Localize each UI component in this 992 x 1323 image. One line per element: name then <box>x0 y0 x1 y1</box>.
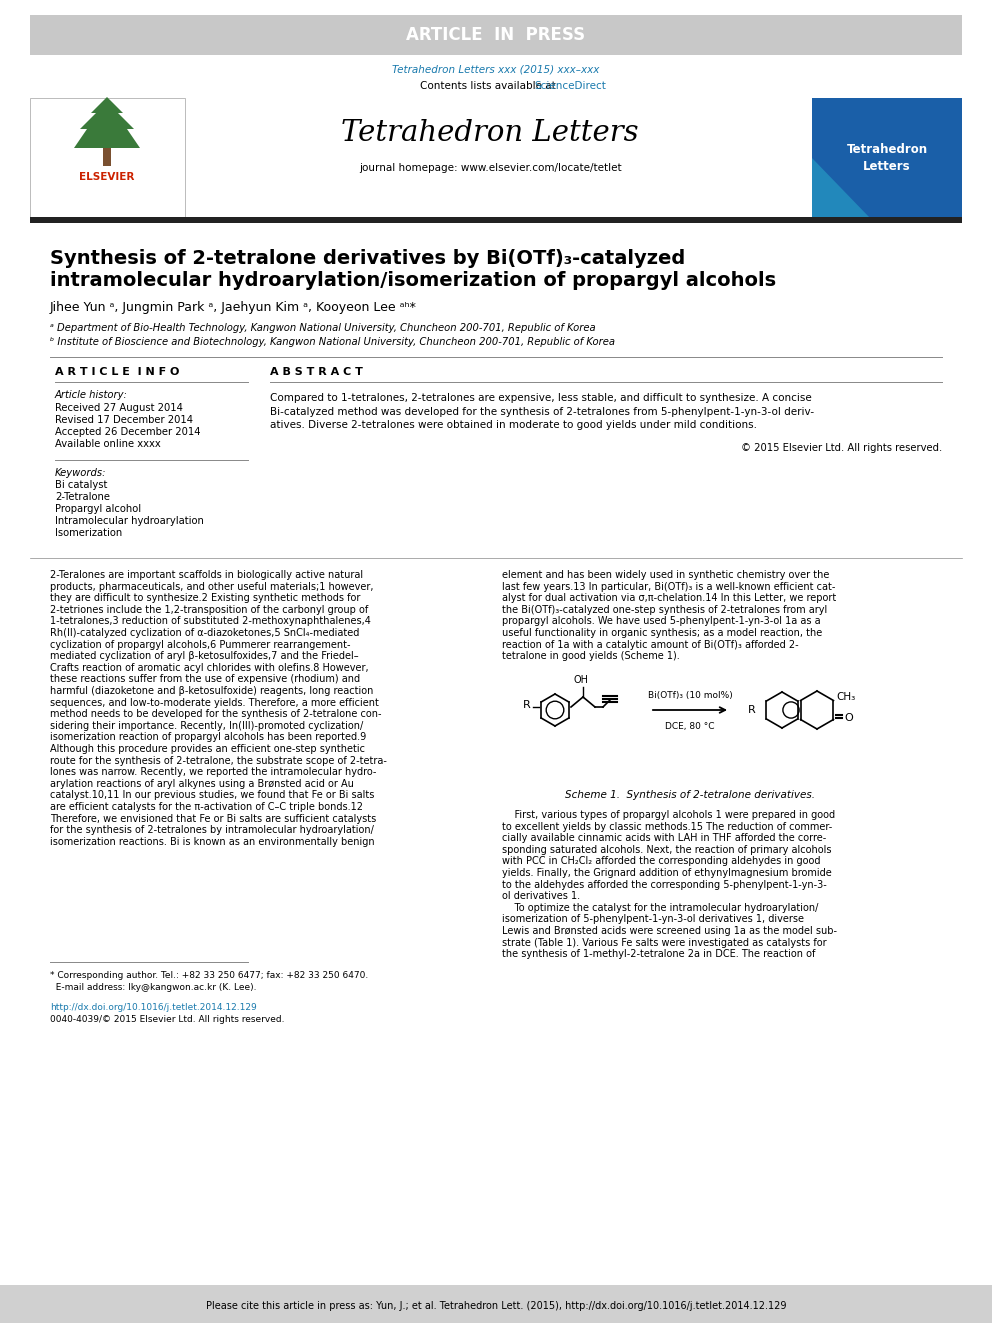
Text: journal homepage: www.elsevier.com/locate/tetlet: journal homepage: www.elsevier.com/locat… <box>359 163 621 173</box>
Text: First, various types of propargyl alcohols 1 were prepared in good: First, various types of propargyl alcoho… <box>502 810 835 820</box>
Text: sequences, and low-to-moderate yields. Therefore, a more efficient: sequences, and low-to-moderate yields. T… <box>50 697 379 708</box>
Text: Keywords:: Keywords: <box>55 468 106 478</box>
Text: Bi(OTf)₃ (10 mol%): Bi(OTf)₃ (10 mol%) <box>648 691 732 700</box>
Text: yields. Finally, the Grignard addition of ethynylmagnesium bromide: yields. Finally, the Grignard addition o… <box>502 868 831 878</box>
Text: with PCC in CH₂Cl₂ afforded the corresponding aldehydes in good: with PCC in CH₂Cl₂ afforded the correspo… <box>502 856 820 867</box>
Text: Propargyl alcohol: Propargyl alcohol <box>55 504 141 515</box>
Text: mediated cyclization of aryl β-ketosulfoxides,7 and the Friedel–: mediated cyclization of aryl β-ketosulfo… <box>50 651 359 662</box>
Text: OH: OH <box>573 675 588 685</box>
Text: these reactions suffer from the use of expensive (rhodium) and: these reactions suffer from the use of e… <box>50 675 360 684</box>
Bar <box>812 98 962 218</box>
Text: useful functionality in organic synthesis; as a model reaction, the: useful functionality in organic synthesi… <box>502 628 822 638</box>
Text: Rh(II)-catalyzed cyclization of α-diazoketones,5 SnCl₄-mediated: Rh(II)-catalyzed cyclization of α-diazok… <box>50 628 359 638</box>
Text: A B S T R A C T: A B S T R A C T <box>270 366 363 377</box>
Text: 2-tetriones include the 1,2-transposition of the carbonyl group of: 2-tetriones include the 1,2-transpositio… <box>50 605 368 615</box>
Bar <box>30 217 962 224</box>
Text: Therefore, we envisioned that Fe or Bi salts are sufficient catalysts: Therefore, we envisioned that Fe or Bi s… <box>50 814 376 824</box>
Text: reaction of 1a with a catalytic amount of Bi(OTf)₃ afforded 2-: reaction of 1a with a catalytic amount o… <box>502 639 799 650</box>
Text: Although this procedure provides an efficient one-step synthetic: Although this procedure provides an effi… <box>50 744 365 754</box>
Text: 2-Teralones are important scaffolds in biologically active natural: 2-Teralones are important scaffolds in b… <box>50 570 363 579</box>
Text: Revised 17 December 2014: Revised 17 December 2014 <box>55 415 193 425</box>
Text: ARTICLE  IN  PRESS: ARTICLE IN PRESS <box>407 26 585 44</box>
Text: isomerization of 5-phenylpent-1-yn-3-ol derivatives 1, diverse: isomerization of 5-phenylpent-1-yn-3-ol … <box>502 914 804 925</box>
Text: Scheme 1.  Synthesis of 2-tetralone derivatives.: Scheme 1. Synthesis of 2-tetralone deriv… <box>565 790 815 800</box>
Text: ELSEVIER: ELSEVIER <box>79 172 135 183</box>
Text: propargyl alcohols. We have used 5-phenylpent-1-yn-3-ol 1a as a: propargyl alcohols. We have used 5-pheny… <box>502 617 820 626</box>
Text: sidering their importance. Recently, In(III)-promoted cyclization/: sidering their importance. Recently, In(… <box>50 721 363 730</box>
Text: element and has been widely used in synthetic chemistry over the: element and has been widely used in synt… <box>502 570 829 579</box>
Text: A R T I C L E  I N F O: A R T I C L E I N F O <box>55 366 180 377</box>
Text: O: O <box>844 713 853 722</box>
Text: isomerization reactions. Bi is known as an environmentally benign: isomerization reactions. Bi is known as … <box>50 837 375 847</box>
Text: ScienceDirect: ScienceDirect <box>534 81 606 91</box>
Polygon shape <box>74 97 140 148</box>
Text: tetralone in good yields (Scheme 1).: tetralone in good yields (Scheme 1). <box>502 651 680 662</box>
Polygon shape <box>812 157 870 218</box>
Text: Article history:: Article history: <box>55 390 128 400</box>
Text: harmful (diazoketone and β-ketosulfoxide) reagents, long reaction: harmful (diazoketone and β-ketosulfoxide… <box>50 687 373 696</box>
Bar <box>0 1285 992 1323</box>
Text: the synthesis of 1-methyl-2-tetralone 2a in DCE. The reaction of: the synthesis of 1-methyl-2-tetralone 2a… <box>502 949 815 959</box>
Text: are efficient catalysts for the π-activation of C–C triple bonds.12: are efficient catalysts for the π-activa… <box>50 802 363 812</box>
Text: ᵇ Institute of Bioscience and Biotechnology, Kangwon National University, Chunch: ᵇ Institute of Bioscience and Biotechnol… <box>50 337 615 347</box>
Text: the Bi(OTf)₃-catalyzed one-step synthesis of 2-tetralones from aryl: the Bi(OTf)₃-catalyzed one-step synthesi… <box>502 605 827 615</box>
Text: DCE, 80 °C: DCE, 80 °C <box>666 722 715 732</box>
Text: Isomerization: Isomerization <box>55 528 122 538</box>
Text: ᵃ Department of Bio-Health Technology, Kangwon National University, Chuncheon 20: ᵃ Department of Bio-Health Technology, K… <box>50 323 595 333</box>
Text: to excellent yields by classic methods.15 The reduction of commer-: to excellent yields by classic methods.1… <box>502 822 832 832</box>
Text: Synthesis of 2-tetralone derivatives by Bi(OTf)₃-catalyzed: Synthesis of 2-tetralone derivatives by … <box>50 249 685 267</box>
Text: Bi catalyst: Bi catalyst <box>55 480 107 490</box>
Text: Received 27 August 2014: Received 27 August 2014 <box>55 404 183 413</box>
Text: Lewis and Brønsted acids were screened using 1a as the model sub-: Lewis and Brønsted acids were screened u… <box>502 926 837 935</box>
Text: arylation reactions of aryl alkynes using a Brønsted acid or Au: arylation reactions of aryl alkynes usin… <box>50 779 354 789</box>
Text: To optimize the catalyst for the intramolecular hydroarylation/: To optimize the catalyst for the intramo… <box>502 902 818 913</box>
Text: 1-tetralones,3 reduction of substituted 2-methoxynaphthalenes,4: 1-tetralones,3 reduction of substituted … <box>50 617 371 626</box>
Text: Compared to 1-tetralones, 2-tetralones are expensive, less stable, and difficult: Compared to 1-tetralones, 2-tetralones a… <box>270 393 814 430</box>
Text: ol derivatives 1.: ol derivatives 1. <box>502 892 580 901</box>
Text: Please cite this article in press as: Yun, J.; et al. Tetrahedron Lett. (2015), : Please cite this article in press as: Yu… <box>205 1301 787 1311</box>
Text: method needs to be developed for the synthesis of 2-tetralone con-: method needs to be developed for the syn… <box>50 709 382 720</box>
Text: cially available cinnamic acids with LAH in THF afforded the corre-: cially available cinnamic acids with LAH… <box>502 833 826 843</box>
Text: Intramolecular hydroarylation: Intramolecular hydroarylation <box>55 516 204 527</box>
Text: Tetrahedron
Letters: Tetrahedron Letters <box>846 143 928 173</box>
Text: CH₃: CH₃ <box>836 692 856 703</box>
Text: last few years.13 In particular, Bi(OTf)₃ is a well-known efficient cat-: last few years.13 In particular, Bi(OTf)… <box>502 582 835 591</box>
Text: they are difficult to synthesize.2 Existing synthetic methods for: they are difficult to synthesize.2 Exist… <box>50 593 360 603</box>
Bar <box>30 98 185 218</box>
Text: isomerization reaction of propargyl alcohols has been reported.9: isomerization reaction of propargyl alco… <box>50 733 366 742</box>
Text: route for the synthesis of 2-tetralone, the substrate scope of 2-tetra-: route for the synthesis of 2-tetralone, … <box>50 755 387 766</box>
Text: products, pharmaceuticals, and other useful materials;1 however,: products, pharmaceuticals, and other use… <box>50 582 374 591</box>
Bar <box>103 148 111 165</box>
Text: Jihee Yun ᵃ, Jungmin Park ᵃ, Jaehyun Kim ᵃ, Kooyeon Lee ᵃʰ*: Jihee Yun ᵃ, Jungmin Park ᵃ, Jaehyun Kim… <box>50 302 417 315</box>
Text: Contents lists available at: Contents lists available at <box>420 81 559 91</box>
Text: lones was narrow. Recently, we reported the intramolecular hydro-: lones was narrow. Recently, we reported … <box>50 767 376 777</box>
Text: Accepted 26 December 2014: Accepted 26 December 2014 <box>55 427 200 437</box>
Text: 0040-4039/© 2015 Elsevier Ltd. All rights reserved.: 0040-4039/© 2015 Elsevier Ltd. All right… <box>50 1016 285 1024</box>
Text: sponding saturated alcohols. Next, the reaction of primary alcohols: sponding saturated alcohols. Next, the r… <box>502 845 831 855</box>
Text: intramolecular hydroarylation/isomerization of propargyl alcohols: intramolecular hydroarylation/isomerizat… <box>50 270 776 290</box>
Text: E-mail address: lky@kangwon.ac.kr (K. Lee).: E-mail address: lky@kangwon.ac.kr (K. Le… <box>50 983 257 992</box>
Text: Crafts reaction of aromatic acyl chlorides with olefins.8 However,: Crafts reaction of aromatic acyl chlorid… <box>50 663 369 673</box>
Text: Tetrahedron Letters: Tetrahedron Letters <box>341 119 639 147</box>
Text: for the synthesis of 2-tetralones by intramolecular hydroarylation/: for the synthesis of 2-tetralones by int… <box>50 826 374 835</box>
Text: R: R <box>748 705 756 714</box>
Bar <box>502 669 952 804</box>
Text: * Corresponding author. Tel.: +82 33 250 6477; fax: +82 33 250 6470.: * Corresponding author. Tel.: +82 33 250… <box>50 971 368 979</box>
Text: R: R <box>523 700 531 710</box>
Text: 2-Tetralone: 2-Tetralone <box>55 492 110 501</box>
Text: Available online xxxx: Available online xxxx <box>55 439 161 448</box>
Text: strate (Table 1). Various Fe salts were investigated as catalysts for: strate (Table 1). Various Fe salts were … <box>502 938 826 947</box>
Text: Tetrahedron Letters xxx (2015) xxx–xxx: Tetrahedron Letters xxx (2015) xxx–xxx <box>392 65 600 75</box>
Text: cyclization of propargyl alcohols,6 Pummerer rearrangement-: cyclization of propargyl alcohols,6 Pumm… <box>50 639 350 650</box>
Text: © 2015 Elsevier Ltd. All rights reserved.: © 2015 Elsevier Ltd. All rights reserved… <box>741 443 942 452</box>
Text: to the aldehydes afforded the corresponding 5-phenylpent-1-yn-3-: to the aldehydes afforded the correspond… <box>502 880 826 889</box>
Text: alyst for dual activation via σ,π-chelation.14 In this Letter, we report: alyst for dual activation via σ,π-chelat… <box>502 593 836 603</box>
Text: catalyst.10,11 In our previous studies, we found that Fe or Bi salts: catalyst.10,11 In our previous studies, … <box>50 790 374 800</box>
Text: http://dx.doi.org/10.1016/j.tetlet.2014.12.129: http://dx.doi.org/10.1016/j.tetlet.2014.… <box>50 1003 257 1012</box>
Bar <box>30 15 962 56</box>
